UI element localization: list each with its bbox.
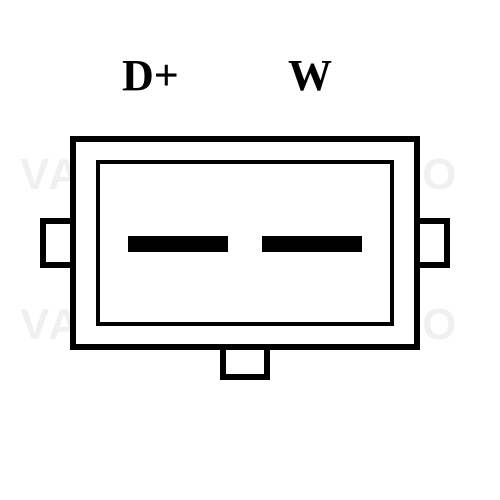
connector-pin-w (262, 236, 362, 252)
connector-pin-d-plus (128, 236, 228, 252)
connector-tab-right (420, 218, 450, 268)
connector-tab-bottom (220, 350, 270, 380)
connector-tab-left (40, 218, 70, 268)
pin-label-d-plus: D+ (122, 50, 179, 101)
pin-label-w: W (288, 50, 332, 101)
